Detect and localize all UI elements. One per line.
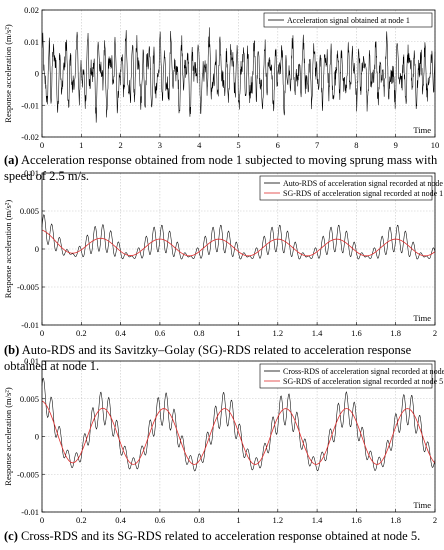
y-tick-label: 0	[35, 432, 39, 442]
caption-c-text: Cross-RDS and its SG-RDS related to acce…	[21, 529, 421, 543]
x-tick-label: 0	[40, 515, 44, 525]
x-tick-label: 2	[433, 515, 437, 525]
series-line-0	[41, 377, 436, 472]
x-tick-label: 0.2	[76, 515, 87, 525]
y-tick-label: -0.005	[17, 282, 39, 292]
x-tick-label: 1.6	[351, 328, 362, 338]
x-tick-label: 9	[394, 140, 398, 150]
y-tick-label: -0.01	[21, 100, 39, 110]
chart-2: 0 0.2 0.4 0.6 0.8 1 1.2 1.4 1.6 1.8 20.010.0050-0.…	[3, 356, 444, 525]
y-tick-label: 0	[35, 244, 39, 254]
x-tick-label: 0.4	[115, 328, 126, 338]
legend-box	[259, 363, 433, 389]
x-tick-label: 1.2	[272, 515, 283, 525]
series-line-1	[41, 400, 436, 465]
y-tick-label: 0.02	[24, 5, 39, 15]
caption-b-tag: (b)	[4, 343, 20, 357]
legend-entry: Acceleration signal obtained at node 1	[287, 16, 410, 25]
y-tick-label: 0.01	[24, 356, 39, 366]
caption-c-tag: (c)	[4, 529, 18, 543]
series-line-1	[41, 229, 436, 257]
y-axis-label: Response acceleration (m/s²)	[3, 200, 13, 299]
x-tick-label: 1.2	[272, 328, 283, 338]
caption-c: (c) Cross-RDS and its SG-RDS related to …	[4, 528, 440, 544]
x-axis-label: Time	[413, 313, 431, 323]
x-tick-label: 0.2	[76, 328, 87, 338]
y-tick-label: -0.005	[17, 469, 39, 479]
caption-a-text: Acceleration response obtained from node…	[4, 153, 438, 183]
caption-b-text: Auto-RDS and its Savitzky–Golay (SG)-RDS…	[4, 343, 412, 373]
x-tick-label: 0.6	[155, 328, 166, 338]
x-tick-label: 1	[236, 515, 240, 525]
x-tick-label: 1.8	[390, 328, 401, 338]
x-axis-label: Time	[413, 500, 431, 510]
x-tick-label: 0	[40, 328, 44, 338]
x-tick-label: 10	[431, 140, 440, 150]
x-tick-label: 1.4	[312, 515, 323, 525]
legend-box	[259, 175, 433, 201]
x-tick-label: 8	[354, 140, 358, 150]
x-tick-label: 1.4	[312, 328, 323, 338]
y-tick-label: -0.01	[21, 507, 39, 517]
legend-entry: SG-RDS of acceleration signal recorded a…	[283, 189, 443, 198]
y-tick-label: 0.01	[24, 37, 39, 47]
x-tick-label: 0.6	[155, 515, 166, 525]
series-line-0	[41, 27, 436, 123]
x-tick-label: 7	[315, 140, 319, 150]
y-tick-label: 0.01	[24, 168, 39, 178]
y-tick-label: -0.02	[21, 132, 39, 142]
x-tick-label: 1.8	[390, 515, 401, 525]
x-tick-label: 1	[236, 328, 240, 338]
y-tick-label: 0	[35, 69, 39, 79]
x-tick-label: 1.6	[351, 515, 362, 525]
x-tick-label: 2	[433, 328, 437, 338]
x-tick-label: 3	[158, 140, 162, 150]
x-tick-label: 0.8	[194, 328, 205, 338]
x-tick-label: 5	[236, 140, 240, 150]
x-tick-label: 1	[79, 140, 83, 150]
x-tick-label: 2	[118, 140, 122, 150]
y-axis-label: Response acceleration (m/s²)	[3, 387, 13, 486]
y-tick-label: -0.01	[21, 320, 39, 330]
x-tick-label: 4	[197, 140, 202, 150]
legend-box	[263, 12, 433, 28]
y-axis-label: Response acceleration (m/s²)	[3, 24, 13, 123]
caption-b: (b) Auto-RDS and its Savitzky–Golay (SG)…	[4, 342, 440, 374]
caption-a: (a) Acceleration response obtained from …	[4, 152, 440, 184]
legend-entry: Cross-RDS of acceleration signal recorde…	[283, 367, 444, 376]
caption-a-tag: (a)	[4, 153, 19, 167]
x-axis-label: Time	[413, 125, 431, 135]
legend-entry: Auto-RDS of acceleration signal recorded…	[283, 179, 444, 188]
chart-1: 0 0.2 0.4 0.6 0.8 1 1.2 1.4 1.6 1.8 20.010.0050-0.…	[3, 168, 444, 338]
legend-entry: SG-RDS of acceleration signal recorded a…	[283, 377, 443, 386]
x-tick-label: 0	[40, 140, 44, 150]
y-tick-label: 0.005	[20, 394, 39, 404]
x-tick-label: 6	[276, 140, 280, 150]
x-tick-label: 0.4	[115, 515, 126, 525]
x-tick-label: 0.8	[194, 515, 205, 525]
chart-0: 0 1 2 3 4 5 6 7 8 9 10 0.02 0.01 0 -0.01 -0.02 Time Respo…	[3, 5, 439, 150]
y-tick-label: 0.005	[20, 206, 39, 216]
